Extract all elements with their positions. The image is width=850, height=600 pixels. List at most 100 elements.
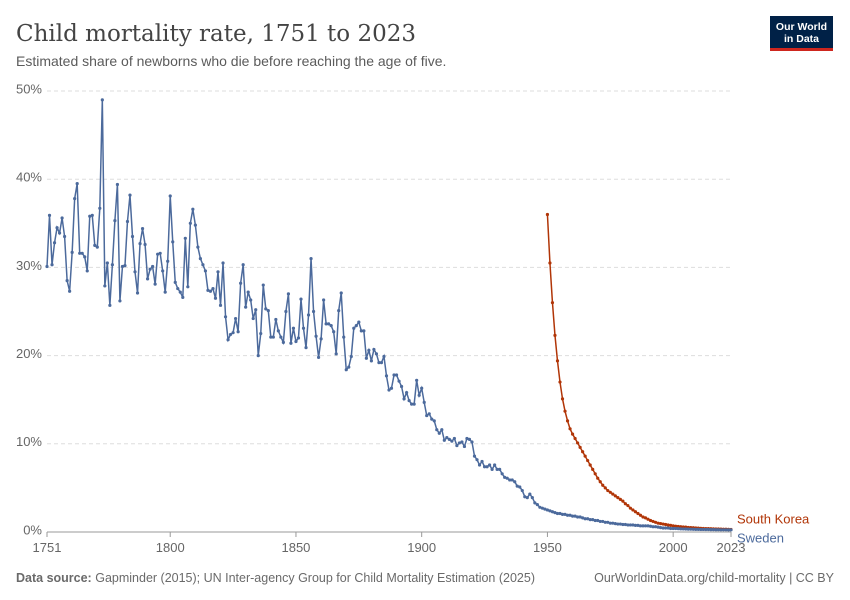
data-point bbox=[90, 213, 94, 217]
data-point bbox=[415, 378, 419, 382]
data-point bbox=[500, 472, 504, 476]
data-point bbox=[593, 518, 597, 523]
data-point bbox=[110, 263, 114, 267]
data-point bbox=[279, 335, 283, 339]
data-point bbox=[166, 259, 170, 263]
x-tick-label: 1751 bbox=[33, 540, 62, 555]
logo: Our World in Data bbox=[770, 16, 833, 51]
data-point bbox=[143, 242, 147, 247]
data-point bbox=[716, 528, 721, 532]
data-point bbox=[603, 520, 607, 524]
data-point bbox=[332, 330, 336, 334]
data-point bbox=[482, 465, 487, 469]
data-point bbox=[714, 528, 718, 532]
data-point bbox=[339, 291, 343, 295]
data-point bbox=[352, 326, 356, 330]
data-point bbox=[430, 417, 434, 421]
data-point bbox=[309, 256, 313, 261]
data-point bbox=[254, 308, 258, 312]
data-point bbox=[133, 270, 137, 274]
data-point bbox=[100, 98, 104, 102]
data-point bbox=[709, 528, 713, 532]
data-point bbox=[528, 492, 532, 496]
data-point bbox=[357, 320, 361, 324]
data-point bbox=[186, 285, 190, 289]
data-point bbox=[513, 480, 517, 484]
data-point bbox=[236, 330, 240, 334]
data-point bbox=[281, 340, 285, 344]
data-point bbox=[588, 518, 592, 522]
data-point bbox=[140, 226, 145, 231]
y-tick-label: 50% bbox=[16, 81, 42, 96]
data-point bbox=[686, 527, 690, 531]
data-point bbox=[465, 436, 469, 441]
data-point bbox=[641, 515, 645, 519]
data-point bbox=[671, 524, 675, 528]
data-point bbox=[674, 526, 678, 531]
data-point bbox=[425, 413, 429, 418]
data-point bbox=[689, 527, 693, 531]
data-point bbox=[578, 515, 582, 519]
data-point bbox=[442, 438, 446, 442]
data-point bbox=[658, 522, 663, 526]
data-point bbox=[616, 496, 620, 500]
data-point bbox=[329, 324, 333, 328]
x-tick-label: 1950 bbox=[533, 540, 562, 555]
data-point bbox=[470, 440, 474, 444]
source-url[interactable]: OurWorldinData.org/child-mortality | CC … bbox=[594, 571, 835, 585]
data-point bbox=[588, 463, 592, 467]
data-point bbox=[596, 476, 600, 480]
data-point bbox=[477, 463, 482, 467]
data-point bbox=[384, 374, 389, 378]
data-point bbox=[407, 398, 411, 403]
data-point bbox=[125, 219, 130, 224]
data-point bbox=[505, 476, 509, 480]
data-point bbox=[198, 256, 202, 261]
data-point bbox=[508, 478, 512, 482]
data-point bbox=[591, 518, 595, 522]
data-point bbox=[452, 436, 456, 441]
data-point bbox=[402, 397, 406, 401]
data-point bbox=[455, 443, 459, 448]
data-point bbox=[178, 290, 182, 294]
data-point bbox=[374, 352, 379, 356]
data-point bbox=[440, 428, 444, 432]
data-point bbox=[93, 243, 97, 247]
data-point bbox=[369, 359, 373, 363]
data-point bbox=[656, 525, 660, 529]
data-point bbox=[201, 263, 205, 267]
data-point bbox=[638, 513, 643, 517]
data-point bbox=[616, 522, 620, 526]
data-point bbox=[633, 523, 638, 527]
data-point bbox=[636, 523, 640, 527]
data-point bbox=[651, 525, 655, 529]
data-point bbox=[342, 335, 346, 339]
chart-title: Child mortality rate, 1751 to 2023 bbox=[16, 21, 416, 47]
data-point bbox=[362, 329, 366, 333]
data-point bbox=[460, 440, 464, 444]
source-text: Gapminder (2015); UN Inter-agency Group … bbox=[95, 571, 535, 585]
data-point bbox=[437, 431, 441, 435]
data-point bbox=[681, 527, 685, 531]
data-point bbox=[641, 524, 645, 528]
data-point bbox=[216, 270, 220, 274]
data-point bbox=[138, 241, 142, 246]
data-point bbox=[485, 465, 489, 469]
data-point bbox=[191, 207, 195, 211]
data-point bbox=[294, 339, 298, 344]
data-point bbox=[349, 354, 353, 359]
chart-subtitle: Estimated share of newborns who die befo… bbox=[16, 53, 446, 69]
series-label: South Korea bbox=[737, 512, 810, 527]
data-point bbox=[289, 341, 293, 345]
data-point bbox=[239, 281, 243, 285]
data-point bbox=[83, 255, 87, 259]
data-point bbox=[636, 511, 640, 516]
data-point bbox=[653, 525, 658, 529]
data-point bbox=[601, 519, 605, 524]
data-point bbox=[467, 437, 472, 441]
data-point bbox=[95, 245, 99, 249]
data-point bbox=[724, 528, 728, 532]
data-point bbox=[666, 523, 670, 527]
data-point bbox=[52, 241, 57, 245]
data-point bbox=[108, 303, 112, 307]
